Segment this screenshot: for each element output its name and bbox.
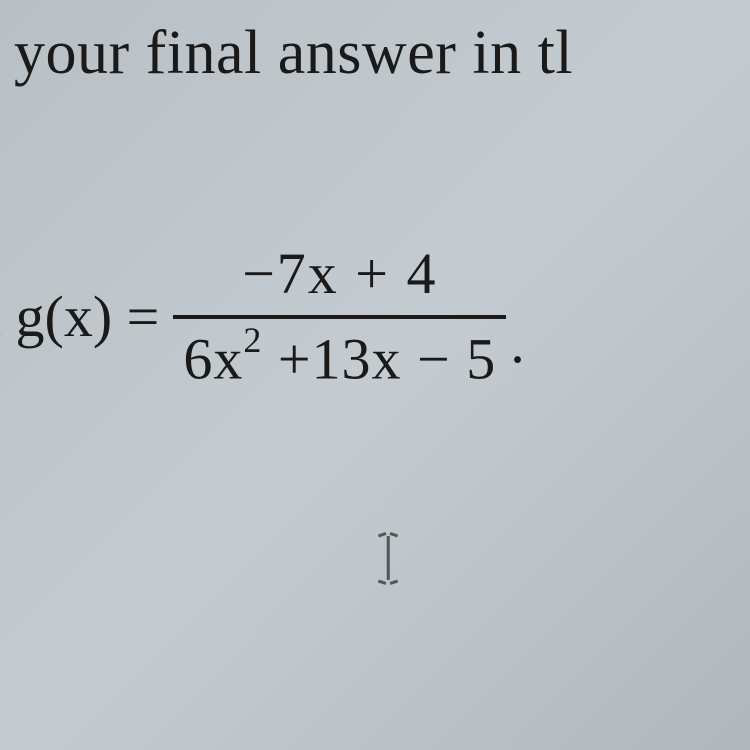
equation-lhs: n g(x) = [0,283,159,350]
denom-exponent: 2 [243,320,262,360]
denom-post: +13x − 5 [262,326,496,391]
instruction-text-partial: e your final answer in tl [0,18,573,89]
document-viewport: e your final answer in tl n g(x) = −7x +… [0,0,750,750]
equation-period: . [510,309,525,376]
numerator: −7x + 4 [228,240,451,315]
fraction: −7x + 4 6x2 +13x − 5 [173,240,506,392]
denominator: 6x2 +13x − 5 [173,319,506,392]
text-cursor-icon [378,532,398,584]
denom-pre: 6x [183,326,243,391]
equation-gx: n g(x) = −7x + 4 6x2 +13x − 5 . [0,240,525,392]
